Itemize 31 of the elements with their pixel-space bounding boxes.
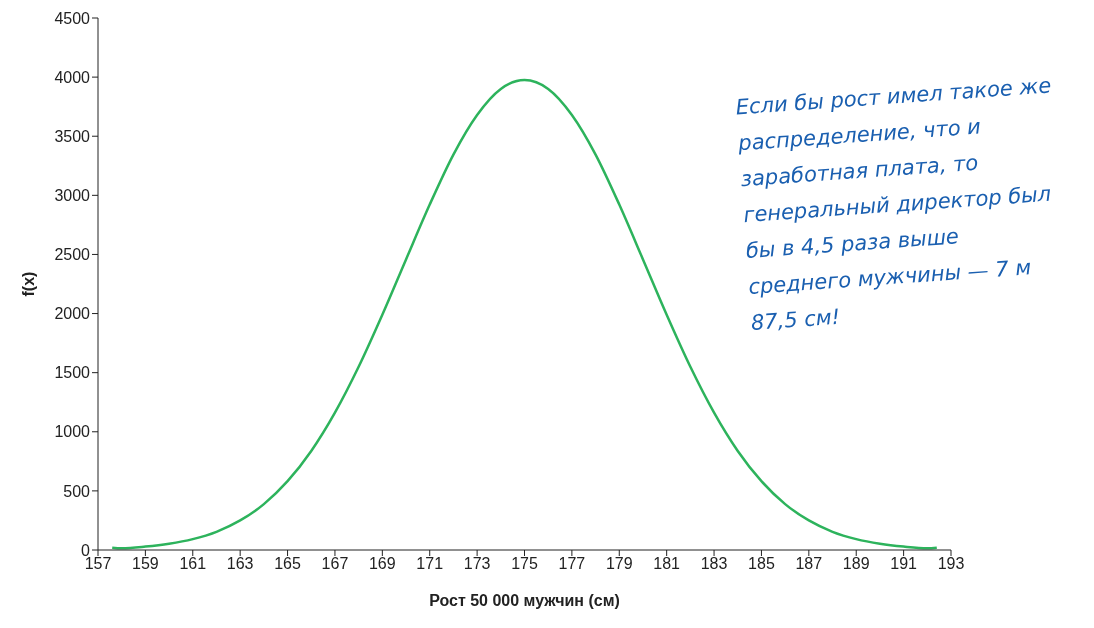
- annotation: Если бы рост имел такое же распределение, что и заработная плата, то генеральный директор был бы в 4,5 раза выше среднего мужчины — 7 м 87,5 см!: [734, 72, 1053, 337]
- y-tick-label: 2500: [54, 246, 91, 264]
- x-tick-label: 161: [179, 555, 207, 573]
- x-tick-label: 191: [890, 555, 918, 573]
- x-tick-label: 193: [937, 555, 965, 573]
- x-tick-label: 177: [558, 555, 586, 573]
- x-tick-label: 165: [274, 555, 301, 573]
- x-tick-label: 159: [132, 555, 159, 573]
- y-tick-label: 3500: [54, 127, 91, 145]
- y-tick-label: 4000: [54, 68, 91, 86]
- y-tick-label: 2000: [54, 305, 91, 323]
- x-tick-label: 169: [368, 555, 396, 573]
- x-tick-label: 173: [463, 555, 491, 573]
- x-tick-label: 181: [653, 555, 681, 573]
- y-tick-label: 500: [63, 482, 91, 500]
- x-axis-title: Рост 50 000 мужчин (см): [429, 592, 620, 609]
- y-tick-label: 1500: [54, 364, 91, 382]
- x-tick-label: 185: [748, 555, 775, 573]
- x-tick-label: 163: [226, 555, 254, 573]
- x-tick-label: 175: [511, 555, 538, 573]
- x-tick-label: 187: [795, 555, 823, 573]
- y-axis-title: f(x): [19, 271, 37, 297]
- y-tick-label: 4500: [54, 9, 91, 27]
- x-tick-label: 183: [700, 555, 728, 573]
- x-tick-label: 189: [842, 555, 870, 573]
- x-tick-label: 157: [84, 555, 112, 573]
- y-tick-label: 3000: [54, 187, 91, 205]
- y-tick-label: 1000: [54, 423, 91, 441]
- x-tick-label: 179: [605, 555, 633, 573]
- x-tick-label: 171: [416, 555, 444, 573]
- x-tick-label: 167: [321, 555, 349, 573]
